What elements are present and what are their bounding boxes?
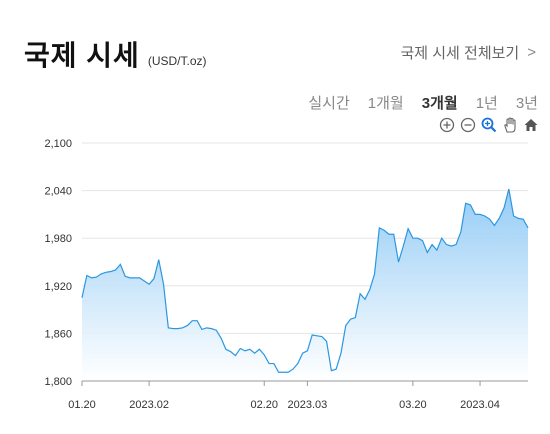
- header: 국제 시세 (USD/T.oz): [24, 34, 207, 74]
- unit-label: (USD/T.oz): [147, 54, 207, 68]
- series-area: [81, 188, 529, 381]
- x-tick-label: 2023.04: [460, 399, 500, 411]
- zoom-in-icon[interactable]: [438, 116, 456, 134]
- chevron-right-icon: >: [527, 44, 536, 61]
- y-tick-label: 2,040: [44, 186, 72, 198]
- y-tick-label: 1,860: [44, 328, 72, 340]
- x-tick-label: 2023.03: [288, 399, 328, 411]
- home-icon[interactable]: [522, 116, 540, 134]
- zoom-select-icon[interactable]: [480, 116, 498, 134]
- axes: 2,100 2,040 1,980 1,920 1,860 1,800 01.20 2023.…: [44, 138, 528, 411]
- y-tick-label: 1,920: [44, 281, 72, 293]
- tab-3-months[interactable]: 3개월: [421, 95, 458, 112]
- zoom-out-icon[interactable]: [459, 116, 477, 134]
- y-tick-label: 1,800: [44, 376, 72, 388]
- pan-hand-icon[interactable]: [501, 116, 519, 134]
- view-all-link-label[interactable]: 국제 시세 전체보기: [400, 45, 520, 62]
- series-line: [81, 188, 529, 373]
- price-chart: 2,100 2,040 1,980 1,920 1,860 1,800 01.20 2023.…: [44, 138, 529, 411]
- view-all-link[interactable]: 국제 시세 전체보기 >: [400, 42, 536, 63]
- x-tick-label: 02.20: [250, 399, 278, 411]
- y-tick-label: 1,980: [44, 233, 72, 245]
- tab-1-month[interactable]: 1개월: [367, 95, 404, 112]
- chart-toolbar: [438, 116, 540, 134]
- series-area-fill: [82, 189, 528, 381]
- tab-1-year[interactable]: 1년: [475, 95, 498, 112]
- x-tick-label: 03.20: [399, 399, 427, 411]
- period-tabs: 실시간 1개월 3개월 1년 3년: [308, 92, 538, 113]
- tab-3-years[interactable]: 3년: [515, 95, 538, 112]
- y-tick-label: 2,100: [44, 138, 72, 150]
- x-tick-label: 2023.02: [129, 399, 169, 411]
- tab-realtime[interactable]: 실시간: [308, 95, 350, 112]
- page-title: 국제 시세: [24, 40, 140, 71]
- x-tick-label: 01.20: [68, 399, 96, 411]
